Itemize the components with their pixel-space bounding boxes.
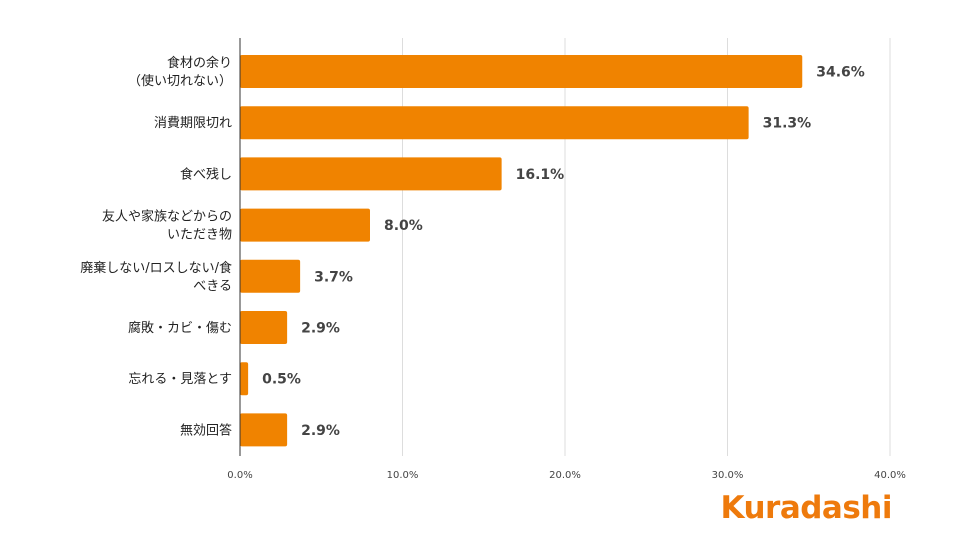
bar (240, 55, 803, 88)
value-label: 2.9% (301, 321, 340, 337)
kuradashi-logo: Kuradashi (720, 490, 892, 526)
bar (240, 362, 249, 396)
category-label: いただき物 (167, 228, 232, 243)
category-label: 食材の余り (167, 55, 232, 71)
x-tick-label: 10.0% (387, 470, 419, 481)
category-label: 腐敗・カビ・傷む (128, 321, 232, 336)
category-label: 無効回答 (180, 422, 232, 438)
x-tick-label: 20.0% (549, 470, 581, 481)
x-tick-labels: 0.0% 10.0% 20.0% 30.0% 40.0% (227, 470, 906, 481)
category-label: べきる (193, 279, 232, 294)
bar (240, 157, 502, 191)
value-label: 0.5% (262, 372, 301, 388)
category-label: 消費期限切れ (154, 116, 232, 131)
value-label: 8.0% (384, 218, 423, 234)
x-tick-label: 0.0% (227, 470, 252, 481)
x-tick-label: 40.0% (874, 470, 906, 481)
category-label: 食べ残し (180, 166, 232, 182)
category-label: 廃棄しない/ロスしない/食 (80, 260, 232, 276)
bar (240, 208, 370, 242)
value-label: 31.3% (763, 116, 812, 132)
x-tick-label: 30.0% (712, 470, 744, 481)
bars (240, 55, 803, 447)
value-label: 3.7% (314, 269, 353, 285)
category-labels: 食材の余り （使い切れない） 消費期限切れ食べ残し友人や家族などからのいただき物廃棄… (80, 55, 232, 438)
bar (240, 413, 288, 447)
category-label: 友人や家族などからの (102, 209, 232, 225)
bar (240, 106, 749, 140)
category-label: （使い切れない） (128, 73, 232, 89)
value-label: 34.6% (816, 65, 865, 81)
gridlines (402, 38, 891, 456)
bar (240, 259, 301, 293)
value-label: 2.9% (301, 423, 340, 439)
value-labels: 34.6% 31.3% 16.1% 8.0% 3.7% 2.9% 0.5% 2.9% (262, 65, 865, 439)
value-label: 16.1% (516, 167, 565, 183)
category-label: 忘れる・見落とす (128, 372, 232, 387)
bar (240, 311, 288, 344)
